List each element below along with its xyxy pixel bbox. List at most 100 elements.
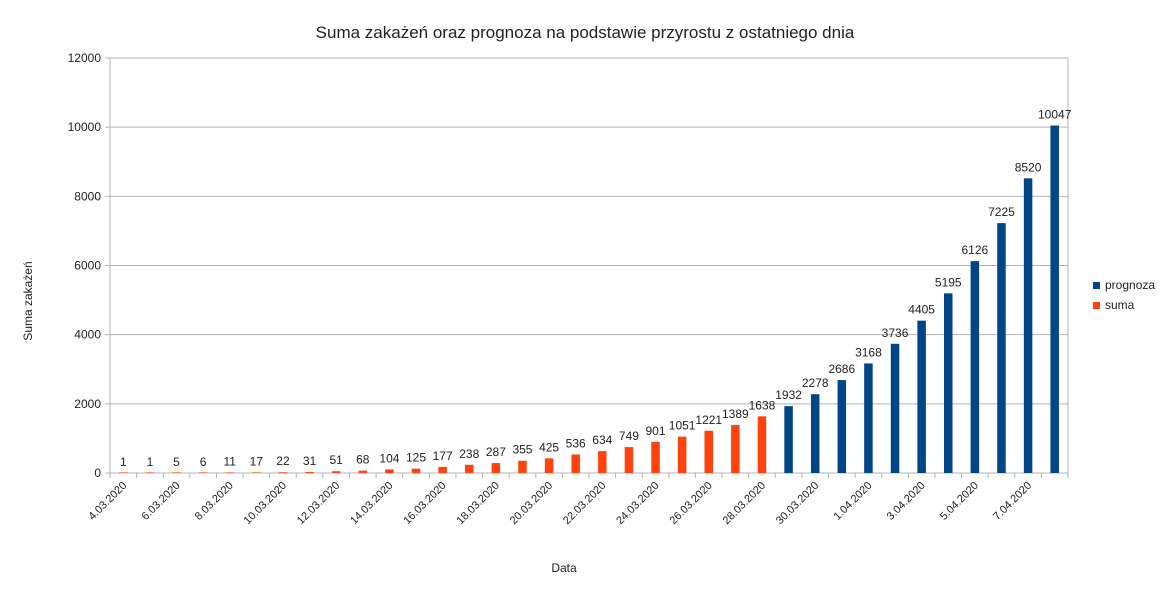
bar-suma (624, 447, 634, 473)
legend-swatch-suma (1093, 302, 1100, 309)
bar-suma (411, 468, 421, 473)
x-tick-label: 3.04.2020 (885, 480, 928, 523)
data-label: 2686 (828, 362, 855, 376)
data-label: 22 (276, 454, 290, 468)
data-label: 1051 (669, 419, 696, 433)
x-tick-label: 4.03.2020 (86, 480, 129, 523)
x-tick-label: 5.04.2020 (938, 480, 981, 523)
data-label: 104 (379, 451, 399, 465)
x-tick-label: 26.03.2020 (667, 480, 714, 527)
x-tick-label: 12.03.2020 (295, 480, 342, 527)
y-tick-label: 6000 (74, 259, 101, 273)
x-tick-label: 22.03.2020 (561, 480, 608, 527)
x-tick-label: 28.03.2020 (721, 480, 768, 527)
data-label: 3736 (882, 326, 909, 340)
bar-prognoza (890, 343, 900, 473)
bar-prognoza (784, 406, 793, 473)
bar-suma (491, 463, 501, 473)
bar-prognoza (917, 320, 926, 473)
data-label: 1389 (722, 407, 749, 421)
data-label: 287 (486, 445, 506, 459)
bar-suma (278, 472, 288, 473)
data-label: 7225 (988, 205, 1015, 219)
x-tick-label: 8.03.2020 (193, 480, 236, 523)
chart-title: Suma zakażeń oraz prognoza na podstawie … (316, 23, 855, 42)
y-tick-label: 10000 (68, 120, 102, 134)
data-label: 8520 (1015, 160, 1042, 174)
y-axis-title: Suma zakażeń (21, 261, 35, 340)
bar-prognoza (997, 223, 1006, 473)
bar-prognoza (864, 363, 873, 473)
bar-suma (305, 471, 314, 473)
data-label: 11 (224, 455, 237, 469)
bar-suma (757, 416, 767, 473)
x-tick-label: 20.03.2020 (508, 480, 555, 527)
y-tick-label: 8000 (74, 189, 101, 203)
data-label: 2278 (802, 376, 829, 390)
bar-suma (598, 451, 607, 473)
bars (119, 125, 1059, 473)
data-label: 1 (147, 455, 154, 469)
data-label: 536 (566, 436, 586, 450)
x-axis-title: Data (551, 561, 577, 575)
bar-suma (677, 436, 687, 473)
data-label: 355 (512, 443, 532, 457)
data-label: 634 (592, 433, 612, 447)
bar-suma (544, 458, 554, 473)
x-tick-label: 1.04.2020 (831, 480, 874, 523)
x-tick-label: 14.03.2020 (348, 480, 395, 527)
data-label: 6126 (962, 243, 989, 257)
bar-suma (385, 469, 394, 473)
x-tick-label: 6.03.2020 (140, 480, 183, 523)
bar-prognoza (970, 261, 980, 473)
data-label: 17 (250, 454, 264, 468)
bar-suma (731, 424, 740, 473)
data-label: 10047 (1038, 108, 1072, 122)
x-tick-label: 10.03.2020 (242, 480, 289, 527)
x-tick-label: 30.03.2020 (774, 480, 821, 527)
data-label: 51 (330, 453, 344, 467)
bar-suma (518, 460, 527, 473)
data-label: 5195 (935, 275, 962, 289)
data-label: 125 (406, 451, 426, 465)
data-label: 6 (200, 455, 207, 469)
bar-suma (225, 472, 234, 473)
data-label: 177 (433, 449, 453, 463)
bar-suma (358, 470, 368, 473)
data-label: 749 (619, 429, 639, 443)
x-tick-label: 16.03.2020 (401, 480, 448, 527)
bar-suma (331, 471, 341, 473)
bar-suma (438, 466, 447, 473)
data-label: 4405 (908, 303, 935, 317)
bar-suma (252, 472, 261, 473)
bar-suma (651, 441, 660, 473)
legend-swatch-prognoza (1093, 282, 1100, 289)
data-label: 3168 (855, 345, 882, 359)
legend: prognoza suma (1093, 278, 1155, 312)
data-labels: 1 1 5 6 11 17 22 31 51 68 104 125 177 238 287 355 425 536… (120, 108, 1072, 469)
legend-label-suma: suma (1105, 298, 1135, 312)
x-axis-ticks: 4.03.2020 6.03.2020 8.03.2020 10.03.2020 12.… (86, 473, 1069, 527)
bar-suma (172, 472, 181, 473)
bar-prognoza (837, 380, 847, 473)
bar-suma (198, 472, 208, 473)
bar-suma (704, 430, 713, 473)
bar-suma (571, 454, 580, 473)
x-tick-label: 18.03.2020 (455, 480, 502, 527)
x-tick-label: 7.04.2020 (991, 480, 1034, 523)
bar-suma (145, 472, 155, 473)
y-axis-ticks: 0 2000 4000 6000 8000 10000 12000 (68, 51, 110, 480)
y-tick-label: 2000 (74, 397, 101, 411)
data-label: 31 (303, 454, 317, 468)
bar-prognoza (944, 293, 953, 473)
bar-prognoza (1023, 178, 1033, 473)
legend-label-prognoza: prognoza (1105, 278, 1155, 292)
data-label: 901 (646, 424, 666, 438)
x-tick-label: 24.03.2020 (614, 480, 661, 527)
data-label: 5 (173, 455, 180, 469)
data-label: 1221 (695, 413, 722, 427)
bar-suma (465, 464, 474, 473)
data-label: 1932 (775, 388, 802, 402)
